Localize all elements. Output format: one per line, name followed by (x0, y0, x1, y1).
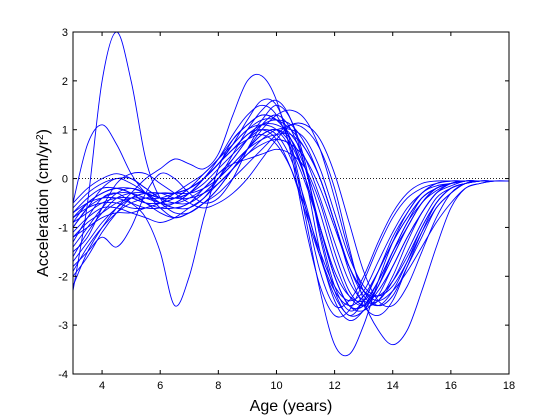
y-tick-label: 1 (62, 125, 68, 137)
y-axis-label: Acceleration (cm/yr2) (35, 129, 53, 277)
series-line-24 (72, 123, 509, 304)
y-tick-label: -3 (58, 320, 68, 332)
series-line-17 (72, 119, 509, 297)
y-tick-label: -2 (58, 271, 68, 283)
x-tick-label: 6 (157, 380, 163, 392)
plot-frame (72, 31, 510, 375)
x-tick-label: 14 (387, 380, 399, 392)
y-tick-label: -4 (58, 369, 68, 381)
y-tick-label: 2 (62, 76, 68, 88)
series-line-23 (72, 134, 509, 302)
x-tick-label: 16 (445, 380, 457, 392)
y-tick-label: 3 (62, 27, 68, 39)
x-tick-label: 18 (503, 380, 515, 392)
x-tick-label: 4 (99, 380, 105, 392)
plot-background (73, 32, 509, 374)
x-tick-label: 12 (328, 380, 340, 392)
y-axis-label-superscript: 2 (35, 134, 46, 140)
y-axis-label-close: ) (35, 129, 52, 134)
x-axis-label: Age (years) (250, 398, 333, 415)
y-axis-label-main: Acceleration (cm/yr (35, 139, 52, 277)
x-tick-label: 8 (215, 380, 221, 392)
y-tick-label: -1 (58, 222, 68, 234)
y-tick-label: 0 (62, 174, 68, 186)
series-group (72, 31, 510, 357)
series-line-22 (72, 139, 510, 302)
x-tick-label: 10 (270, 380, 282, 392)
